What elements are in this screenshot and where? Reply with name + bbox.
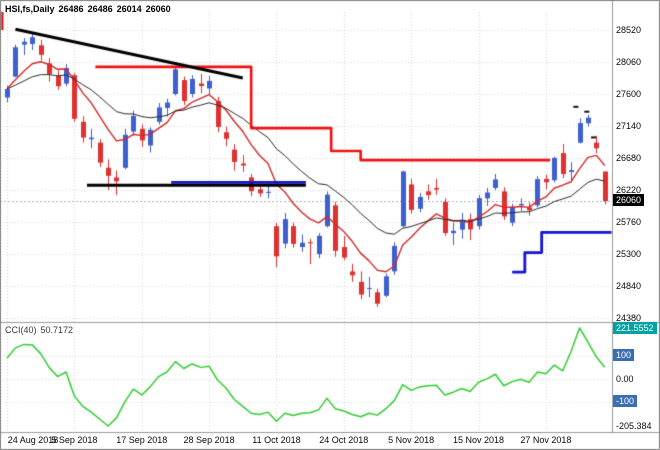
price-tick-label: 28520 [616,25,642,35]
date-label: 5 Sep 2018 [51,435,98,445]
date-label: 28 Sep 2018 [183,435,235,445]
symbol-name: HSI,fs,Daily [5,4,55,14]
current-price-badge: 26060 [613,194,645,207]
price-tick-label: 25300 [616,249,642,259]
ohlc-open: 26486 [58,4,84,14]
price-tick-label: 24380 [616,313,642,323]
date-label: 5 Nov 2018 [388,435,435,445]
price-tick-label: 25760 [616,217,642,227]
price-tick-label: 24840 [616,281,642,291]
price-tick-label: 27140 [616,121,642,131]
date-label: 27 Nov 2018 [520,435,572,445]
cci-level-100-badge: 100 [613,348,635,361]
date-label: 15 Nov 2018 [452,435,505,445]
price-tick-label: 28060 [616,57,642,67]
cci-level-0-label: 0.00 [616,373,634,384]
cci-max-badge: 221.5552 [613,322,657,334]
ohlc-high: 26486 [87,4,113,14]
ohlc-low: 26014 [116,4,142,14]
price-tick-label: 26680 [616,153,642,163]
indicator-value: 50.7172 [40,325,74,335]
symbol-header: HSI,fs,Daily 26486 26486 26014 26060 [5,4,175,14]
date-label: 17 Sep 2018 [116,435,168,445]
price-tick-label: 26220 [616,185,642,195]
cci-min-label: -205.384 [616,421,652,431]
date-label: 24 Aug 2018 [7,435,59,445]
indicator-name: CCI(40) [5,325,37,335]
price-tick-label: 27600 [616,89,642,99]
date-label: 11 Oct 2018 [252,435,301,445]
indicator-label: CCI(40) 50.7172 [5,325,77,335]
cci-level-minus100-badge: -100 [613,394,638,407]
date-label: 24 Oct 2018 [319,435,369,445]
ohlc-close: 26060 [145,4,171,14]
